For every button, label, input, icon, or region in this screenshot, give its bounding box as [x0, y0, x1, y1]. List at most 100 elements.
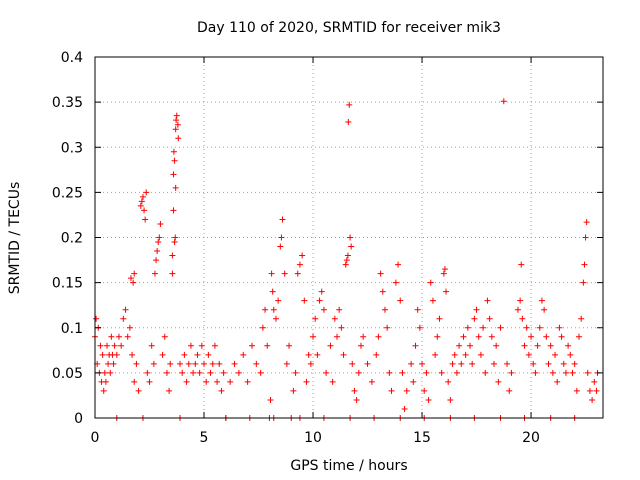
data-point-marker: [381, 306, 388, 313]
data-point-marker: [120, 315, 127, 322]
data-point-marker: [589, 396, 596, 403]
data-point-marker: [484, 297, 491, 304]
y-tick-label: 0.4: [61, 50, 83, 66]
data-point-marker: [173, 112, 180, 119]
data-point-marker: [172, 234, 179, 241]
data-point-marker: [467, 342, 474, 349]
data-point-marker: [198, 342, 205, 349]
data-point-marker: [375, 333, 382, 340]
data-point-marker: [124, 333, 131, 340]
data-point-marker: [290, 387, 297, 394]
data-point-marker: [593, 387, 600, 394]
data-point-marker: [150, 360, 157, 367]
data-point-marker: [314, 351, 321, 358]
data-point-marker: [179, 369, 186, 376]
data-point-marker: [541, 306, 548, 313]
data-point-marker: [532, 369, 539, 376]
data-point-marker: [345, 118, 352, 125]
data-point-marker: [170, 207, 177, 214]
data-point-marker: [138, 198, 145, 205]
data-point-marker: [412, 342, 419, 349]
y-tick-label: 0.35: [52, 95, 83, 111]
data-point-marker: [320, 306, 327, 313]
y-tick-label: 0.3: [61, 140, 83, 156]
data-point-marker: [473, 306, 480, 313]
data-point-marker: [425, 396, 432, 403]
data-point-marker: [135, 387, 142, 394]
data-point-marker: [305, 351, 312, 358]
data-point-marker: [163, 369, 170, 376]
data-point-marker: [343, 257, 350, 264]
data-point-marker: [173, 117, 180, 124]
data-point-marker: [118, 342, 125, 349]
data-point-marker: [130, 279, 137, 286]
data-point-marker: [171, 157, 178, 164]
data-point-marker: [368, 378, 375, 385]
data-point-marker: [346, 101, 353, 108]
data-point-marker: [340, 351, 347, 358]
data-point-marker: [525, 351, 532, 358]
data-point-marker: [166, 387, 173, 394]
x-tick-label: 10: [304, 430, 322, 446]
data-point-marker: [342, 261, 349, 268]
data-point-marker: [486, 315, 493, 322]
data-point-marker: [410, 378, 417, 385]
data-point-marker: [141, 207, 148, 214]
data-point-marker: [460, 333, 467, 340]
data-point-marker: [392, 279, 399, 286]
data-point-marker: [207, 369, 214, 376]
data-point-marker: [214, 378, 221, 385]
data-point-marker: [458, 360, 465, 367]
data-point-marker: [327, 342, 334, 349]
data-point-marker: [576, 333, 583, 340]
data-point-marker: [565, 342, 572, 349]
data-point-marker: [334, 333, 341, 340]
data-point-marker: [235, 369, 242, 376]
data-point-marker: [299, 252, 306, 259]
data-point-marker: [187, 342, 194, 349]
data-point-marker: [399, 369, 406, 376]
data-point-marker: [283, 360, 290, 367]
data-point-marker: [427, 279, 434, 286]
data-point-marker: [545, 360, 552, 367]
data-point-marker: [581, 261, 588, 268]
y-axis-label: SRMTID / TECUs: [7, 182, 23, 295]
data-point-marker: [161, 333, 168, 340]
y-tick-label: 0.2: [61, 231, 83, 247]
data-point-marker: [146, 378, 153, 385]
data-point-marker: [277, 243, 284, 250]
data-point-marker: [316, 297, 323, 304]
data-point-marker: [419, 360, 426, 367]
data-point-marker: [554, 378, 561, 385]
data-point-marker: [169, 270, 176, 277]
data-point-marker: [174, 121, 181, 128]
data-point-marker: [275, 297, 282, 304]
data-point-marker: [131, 378, 138, 385]
data-point-marker: [148, 342, 155, 349]
data-point-marker: [301, 297, 308, 304]
data-point-marker: [227, 378, 234, 385]
data-point-marker: [329, 378, 336, 385]
data-point-marker: [521, 342, 528, 349]
data-point-marker: [441, 266, 448, 273]
data-point-marker: [100, 387, 107, 394]
data-point-marker: [144, 369, 151, 376]
data-point-marker: [364, 360, 371, 367]
data-point-marker: [436, 315, 443, 322]
data-point-marker: [209, 360, 216, 367]
data-point-marker: [192, 360, 199, 367]
data-point-marker: [203, 378, 210, 385]
data-point-marker: [482, 369, 489, 376]
data-point-marker: [464, 324, 471, 331]
data-point-marker: [547, 342, 554, 349]
data-point-marker: [270, 306, 277, 313]
data-point-marker: [456, 342, 463, 349]
data-point-marker: [471, 315, 478, 322]
y-tick-label: 0.25: [52, 185, 83, 201]
data-point-marker: [401, 405, 408, 412]
data-point-marker: [307, 360, 314, 367]
data-point-marker: [292, 369, 299, 376]
data-point-marker: [344, 252, 351, 259]
data-point-marker: [205, 351, 212, 358]
data-point-marker: [310, 333, 317, 340]
